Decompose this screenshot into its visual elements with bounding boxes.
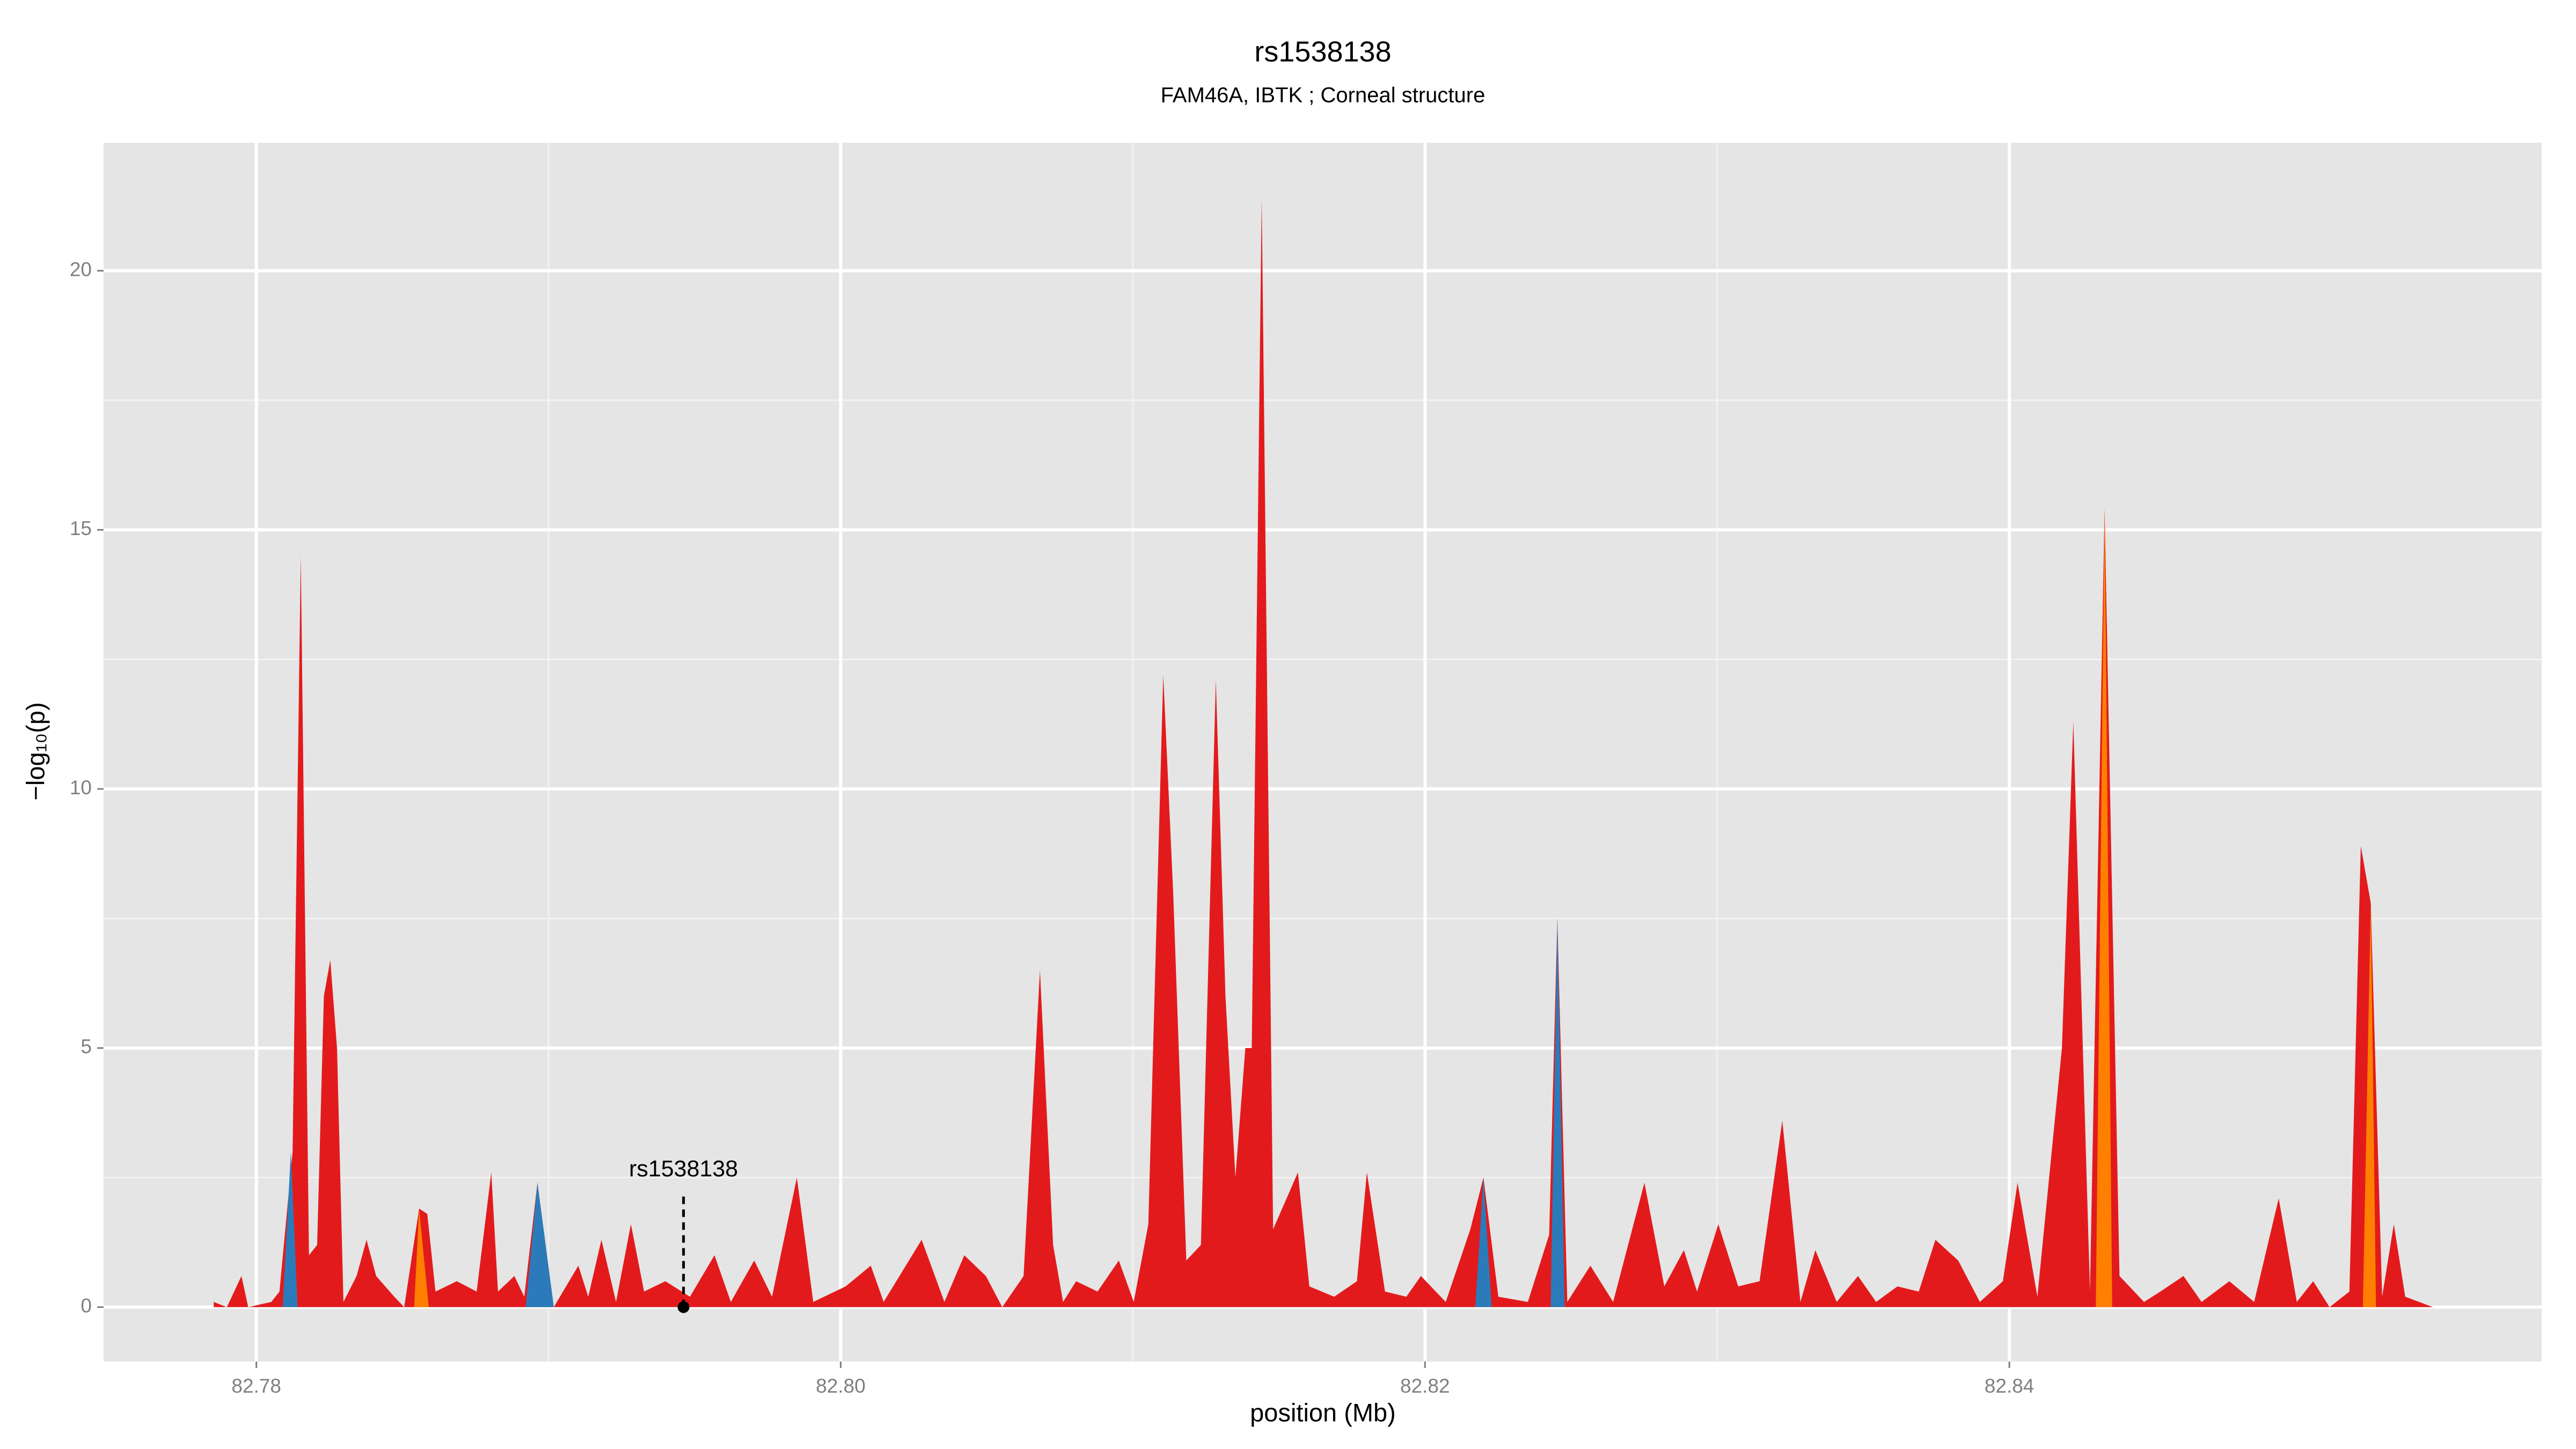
x-tick-label: 82.84 xyxy=(1985,1375,2035,1397)
y-tick-label: 10 xyxy=(70,777,92,799)
annotation-point xyxy=(677,1301,690,1313)
y-tick-label: 0 xyxy=(80,1294,92,1316)
plot-background xyxy=(104,143,2542,1362)
y-axis-label: −log₁₀(p) xyxy=(21,702,49,801)
x-tick-label: 82.78 xyxy=(231,1375,281,1397)
y-tick-label: 20 xyxy=(70,258,92,280)
x-tick-label: 82.80 xyxy=(816,1375,866,1397)
x-tick-label: 82.82 xyxy=(1400,1375,1450,1397)
chart-title: rs1538138 xyxy=(1254,35,1391,68)
x-axis-label: position (Mb) xyxy=(1250,1398,1396,1426)
y-tick-label: 15 xyxy=(70,517,92,539)
annotation-label: rs1538138 xyxy=(629,1156,738,1182)
y-tick-label: 5 xyxy=(80,1036,92,1058)
chart-subtitle: FAM46A, IBTK ; Corneal structure xyxy=(1161,84,1485,107)
